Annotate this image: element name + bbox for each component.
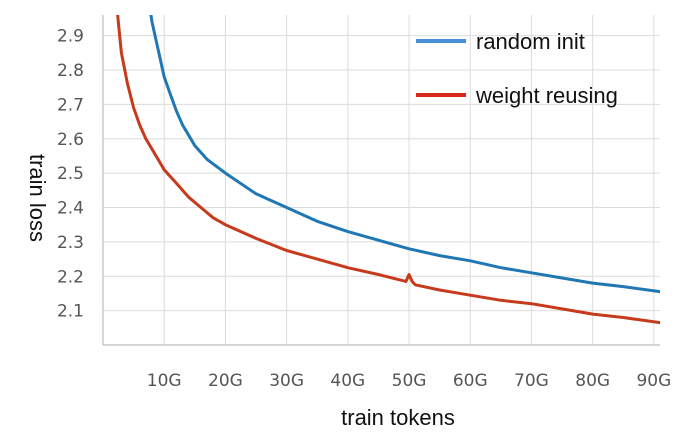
x-tick-label: 10G	[147, 371, 182, 391]
y-tick-label: 2.4	[57, 199, 84, 219]
y-tick-label: 2.2	[57, 267, 84, 287]
series-line-weight-reusing	[116, 15, 660, 325]
x-tick-label: 20G	[208, 371, 243, 391]
axes	[102, 15, 660, 346]
y-tick-label: 2.6	[57, 130, 84, 150]
y-tick-label: 2.3	[57, 233, 84, 253]
y-axis-title: train loss	[25, 154, 50, 242]
y-tick-labels: 2.1 2.2 2.3 2.4 2.5 2.6 2.7 2.8 2.9	[57, 27, 84, 322]
x-tick-label: 40G	[330, 371, 365, 391]
series-layer	[116, 15, 660, 325]
y-tick-label: 2.5	[57, 164, 84, 184]
y-tick-label: 2.1	[57, 302, 84, 322]
x-tick-label: 60G	[453, 371, 488, 391]
y-tick-label: 2.8	[57, 61, 84, 81]
x-tick-label: 70G	[514, 371, 549, 391]
x-tick-labels: 10G 20G 30G 40G 50G 60G 70G 80G 90G	[147, 371, 671, 391]
x-tick-label: 30G	[269, 371, 304, 391]
legend-label-random-init: random init	[476, 29, 585, 54]
y-tick-label: 2.7	[57, 95, 84, 115]
y-tick-label: 2.9	[57, 27, 84, 47]
x-tick-label: 50G	[392, 371, 427, 391]
series-line-random-init	[149, 15, 660, 294]
legend: random init weight reusing	[416, 29, 618, 108]
x-tick-label: 80G	[575, 371, 610, 391]
x-tick-label: 90G	[636, 371, 671, 391]
grid	[103, 15, 660, 345]
legend-label-weight-reusing: weight reusing	[475, 83, 618, 108]
x-axis-title: train tokens	[341, 405, 455, 430]
